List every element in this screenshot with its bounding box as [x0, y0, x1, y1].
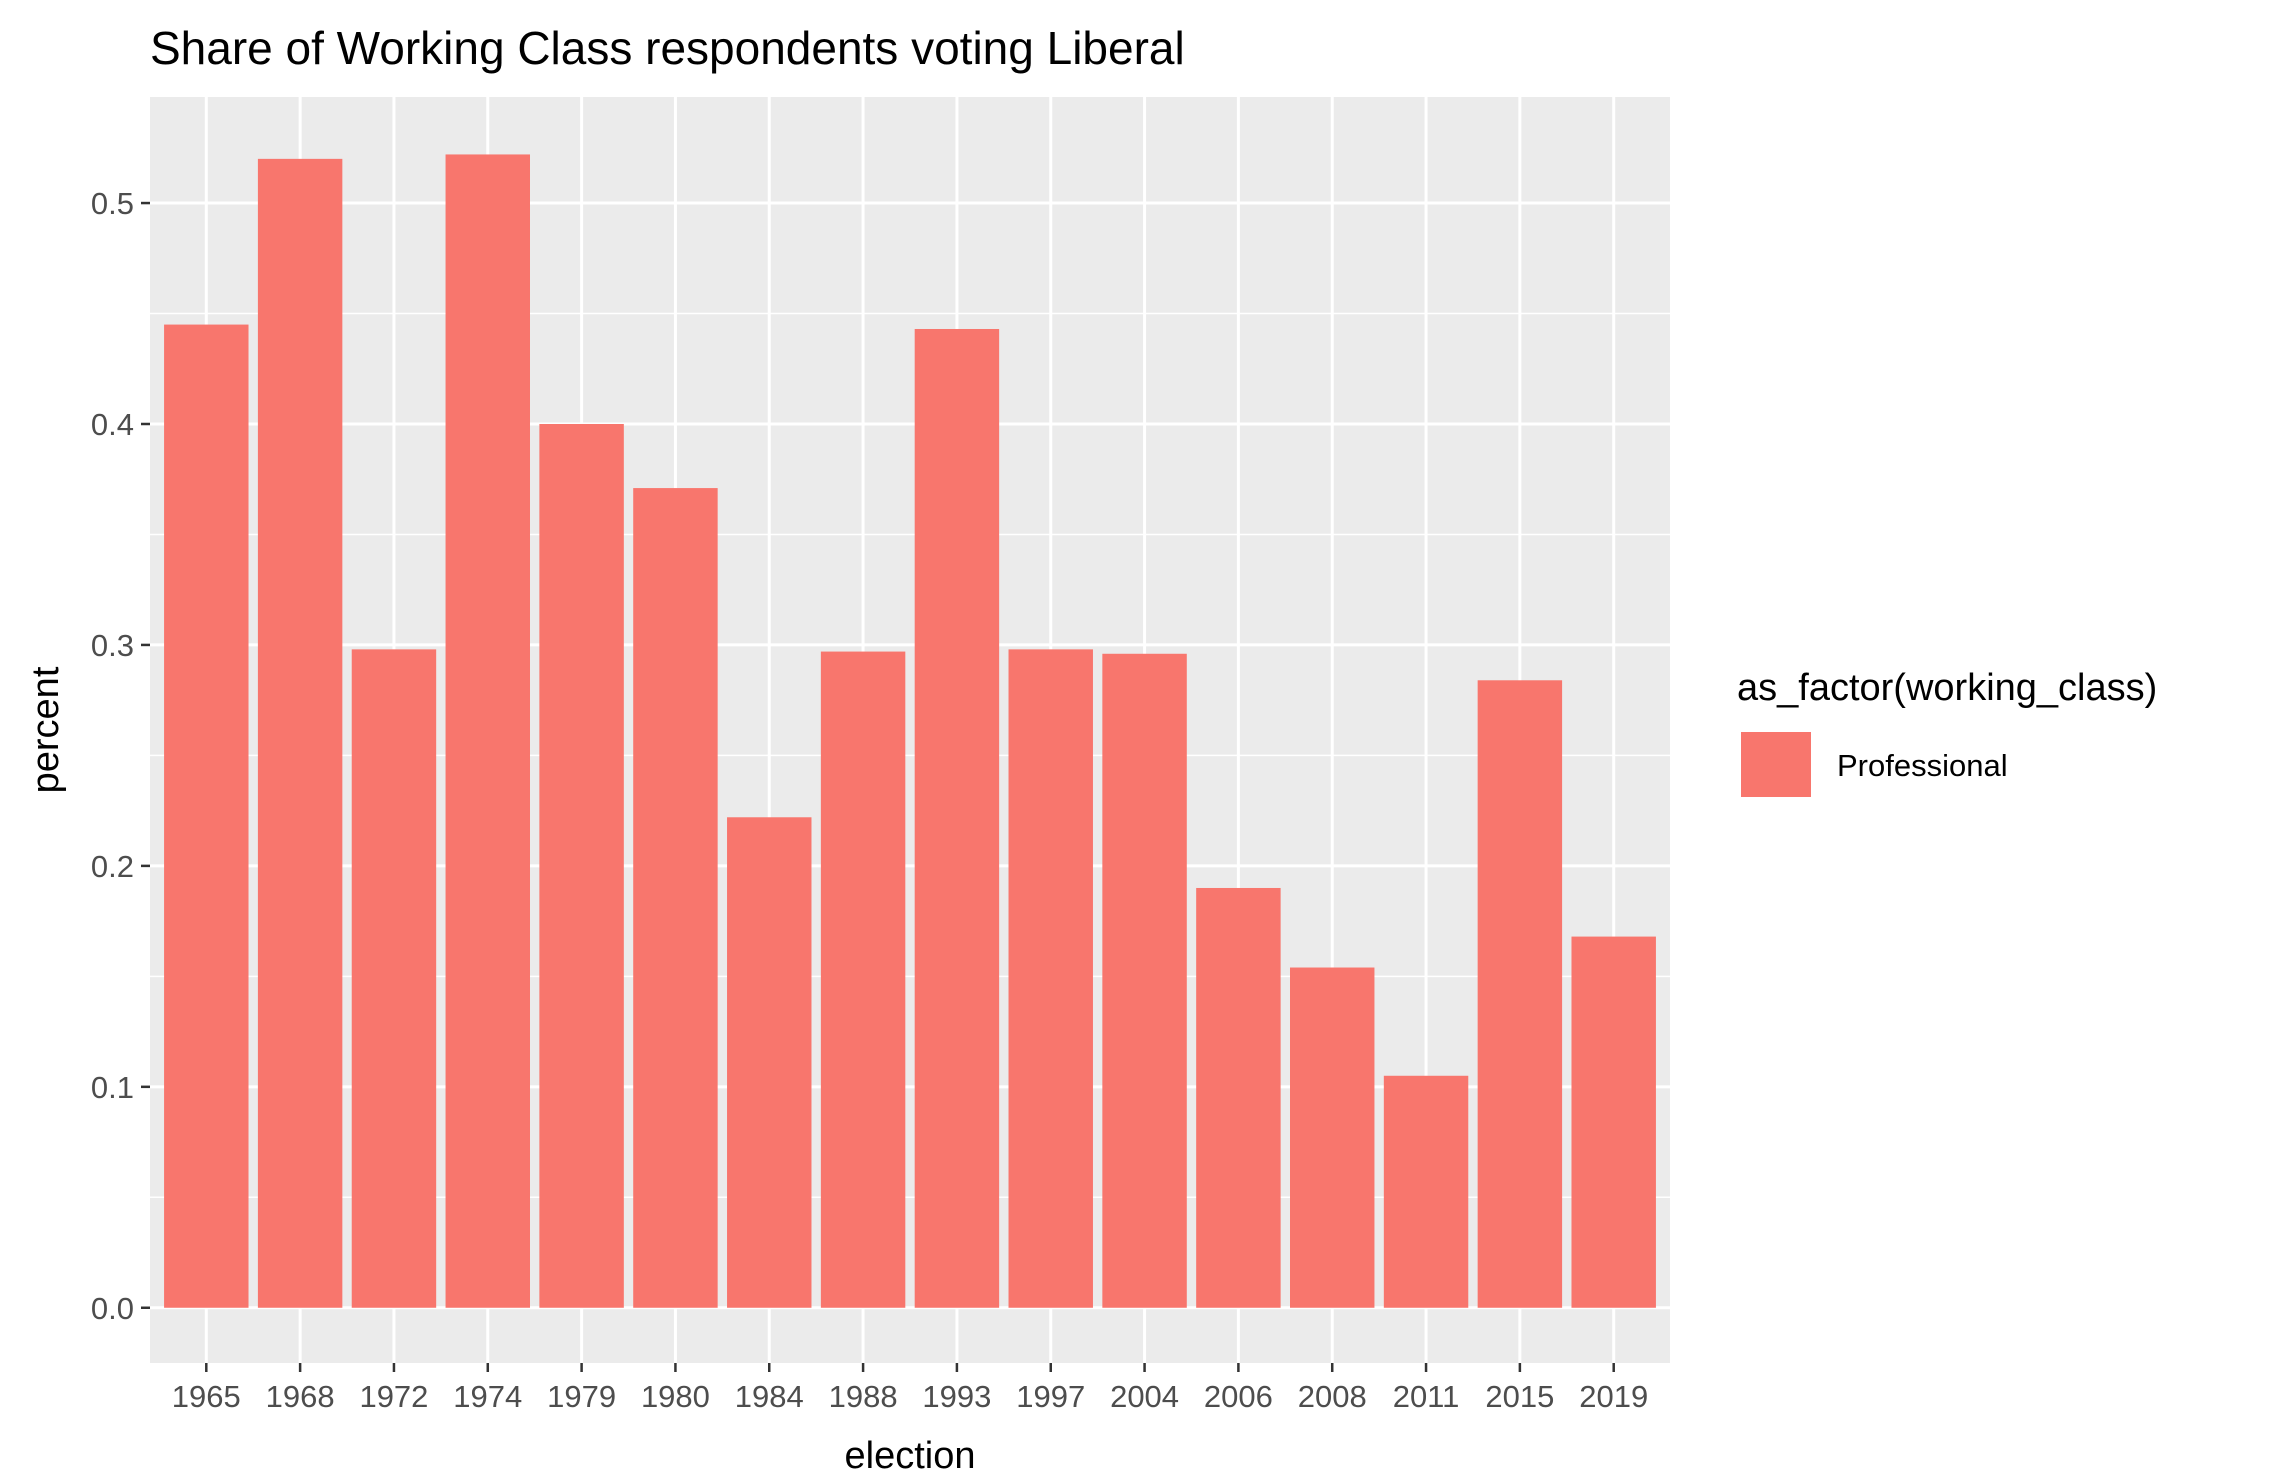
x-axis-title: election: [845, 1435, 976, 1477]
x-tick-label: 1988: [829, 1379, 898, 1414]
bar-2006: [1196, 887, 1281, 1308]
x-tick-label: 1965: [172, 1379, 241, 1414]
bar-1988: [820, 651, 906, 1308]
bar-2019: [1571, 936, 1656, 1308]
y-axis: 0.0 0.1 0.2 0.3 0.4 0.5: [91, 186, 150, 1326]
x-tick-label: 2006: [1204, 1379, 1273, 1414]
x-tick-label: 1984: [735, 1379, 804, 1414]
x-tick-label: 2019: [1579, 1379, 1648, 1414]
x-tick-label: 1993: [922, 1379, 991, 1414]
y-tick-label: 0.4: [91, 407, 134, 442]
chart-title: Share of Working Class respondents votin…: [150, 22, 1185, 74]
legend-label-professional: Professional: [1837, 748, 2008, 783]
bar-1972: [351, 649, 437, 1308]
bar-1980: [633, 488, 718, 1308]
x-tick-label: 1980: [641, 1379, 710, 1414]
bar-2004: [1102, 653, 1187, 1308]
y-tick-label: 0.0: [91, 1291, 134, 1326]
y-tick-label: 0.2: [91, 849, 134, 884]
bar-1979: [539, 423, 624, 1308]
bar-1997: [1008, 649, 1093, 1308]
x-tick-label: 2011: [1393, 1379, 1460, 1414]
x-tick-label: 2015: [1485, 1379, 1554, 1414]
x-tick-label: 1979: [547, 1379, 616, 1414]
legend: as_factor(working_class) Professional: [1737, 667, 2157, 799]
x-tick-label: 2004: [1110, 1379, 1179, 1414]
y-axis-title: percent: [25, 666, 67, 793]
bar-2011: [1383, 1075, 1469, 1308]
y-tick-label: 0.1: [91, 1070, 134, 1105]
bar-1984: [727, 817, 812, 1308]
x-tick-label: 1968: [266, 1379, 335, 1414]
bar-2015: [1477, 680, 1563, 1308]
x-tick-label: 1997: [1016, 1379, 1085, 1414]
x-tick-label: 2008: [1298, 1379, 1367, 1414]
legend-key-professional: [1739, 730, 1813, 799]
x-tick-label: 1974: [453, 1379, 522, 1414]
y-tick-label: 0.5: [91, 186, 134, 221]
bar-1993: [914, 328, 1000, 1308]
bar-2008: [1290, 967, 1375, 1308]
legend-title: as_factor(working_class): [1737, 667, 2157, 709]
x-axis: 1965 1968 1972 1974 1979 1980 1984 1988 1993 1997…: [172, 1363, 1648, 1414]
bars: [164, 154, 1656, 1308]
bar-1974: [445, 154, 530, 1308]
bar-1968: [257, 158, 343, 1308]
bar-1965: [164, 324, 249, 1308]
x-tick-label: 1972: [359, 1379, 428, 1414]
y-tick-label: 0.3: [91, 628, 134, 663]
